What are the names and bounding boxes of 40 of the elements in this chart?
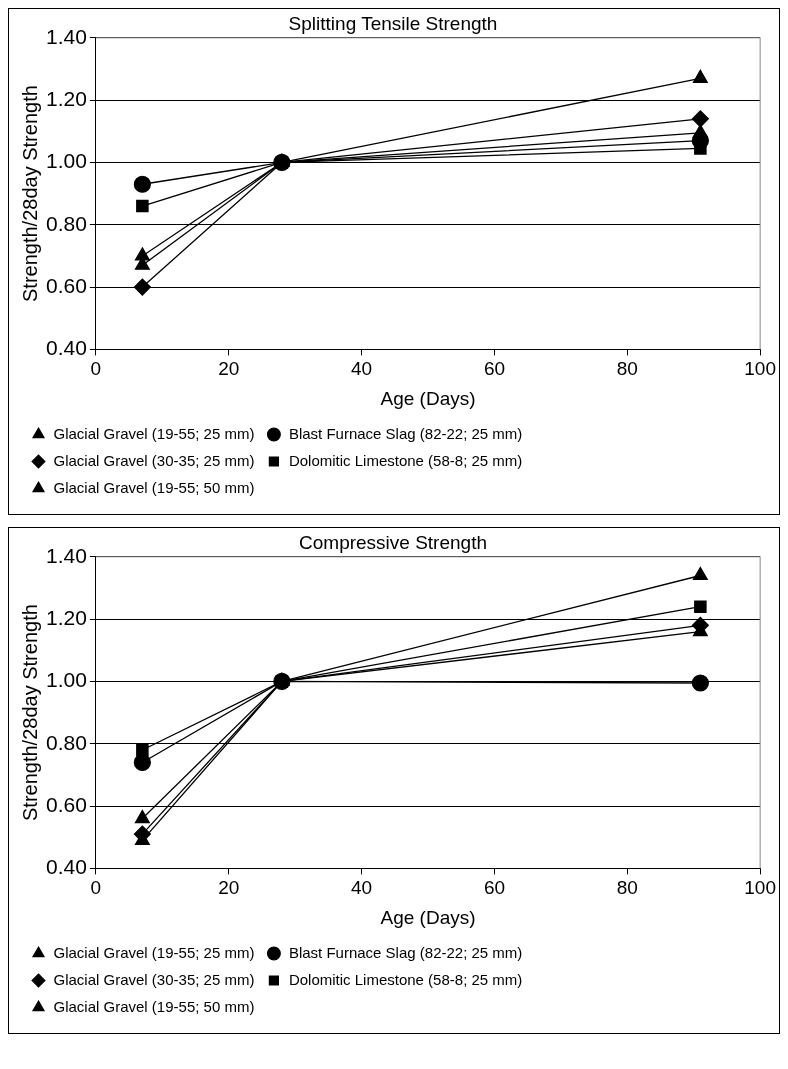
y-tick-label: 0.40 xyxy=(46,855,87,879)
y-tick-label: 1.20 xyxy=(46,605,87,629)
y-tick-label: 1.20 xyxy=(46,86,87,110)
legend-label: Glacial Gravel (19-55; 50 mm) xyxy=(53,478,255,496)
y-axis-title: Strength/28day Strength xyxy=(18,85,41,303)
y-tick-label: 0.80 xyxy=(46,211,87,235)
x-tick-label: 60 xyxy=(483,877,506,899)
legend-label: Glacial Gravel (19-55; 25 mm) xyxy=(53,943,255,961)
y-tick-label: 0.60 xyxy=(46,273,87,297)
x-tick-label: 0 xyxy=(90,358,102,380)
x-tick-label: 40 xyxy=(351,358,373,380)
y-tick-label: 1.00 xyxy=(46,149,87,173)
chart-title: Splitting Tensile Strength xyxy=(288,12,498,34)
x-tick-label: 80 xyxy=(616,358,638,380)
x-tick-label: 20 xyxy=(218,358,240,380)
x-axis-title: Age (Days) xyxy=(380,387,476,409)
x-tick-label: 80 xyxy=(616,877,638,899)
y-axis-title: Strength/28day Strength xyxy=(18,604,41,822)
x-tick-label: 60 xyxy=(483,358,506,380)
x-tick-label: 20 xyxy=(218,877,240,899)
x-axis-title: Age (Days) xyxy=(380,906,476,928)
legend-label: Glacial Gravel (19-55; 50 mm) xyxy=(53,997,255,1015)
legend-label: Dolomitic Limestone (58-8; 25 mm) xyxy=(288,451,523,469)
y-tick-label: 1.40 xyxy=(46,24,87,48)
x-tick-label: 40 xyxy=(351,877,373,899)
y-tick-label: 1.00 xyxy=(46,668,87,692)
x-tick-label: 100 xyxy=(744,358,776,380)
legend-label: Dolomitic Limestone (58-8; 25 mm) xyxy=(288,970,523,988)
y-tick-label: 0.80 xyxy=(46,730,87,754)
legend-label: Glacial Gravel (19-55; 25 mm) xyxy=(53,424,255,442)
legend-label: Blast Furnace Slag (82-22; 25 mm) xyxy=(288,943,523,961)
chart-title: Compressive Strength xyxy=(299,531,487,553)
y-tick-label: 1.40 xyxy=(46,543,87,567)
x-tick-label: 100 xyxy=(744,877,776,899)
legend-label: Glacial Gravel (30-35; 25 mm) xyxy=(53,970,255,988)
legend-label: Blast Furnace Slag (82-22; 25 mm) xyxy=(288,424,523,442)
y-tick-label: 0.60 xyxy=(46,792,87,816)
y-tick-label: 0.40 xyxy=(46,336,87,360)
x-tick-label: 0 xyxy=(90,877,102,899)
legend-label: Glacial Gravel (30-35; 25 mm) xyxy=(53,451,255,469)
